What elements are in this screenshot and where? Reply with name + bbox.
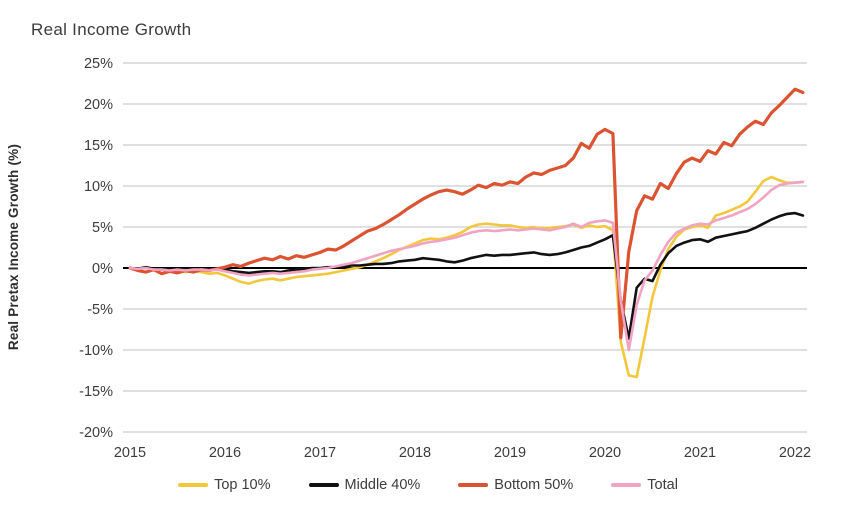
x-tick-label: 2017 [304,445,336,461]
legend: Top 10% Middle 40% Bottom 50% Total [0,477,856,493]
series-line-middle-40 [128,211,805,340]
y-tick-label: 25% [84,56,113,72]
legend-swatch-total [611,483,642,487]
y-tick-label: -5% [87,302,113,318]
y-tick-label: 15% [84,138,113,154]
legend-label-middle-40: Middle 40% [344,477,421,493]
legend-item-total: Total [611,477,678,493]
legend-label-top-10: Top 10% [214,477,271,493]
x-tick-label: 2022 [779,445,811,461]
x-tick-label: 2015 [114,445,146,461]
y-tick-label: -20% [79,425,113,441]
legend-swatch-middle-40 [308,483,339,487]
y-tick-label: 20% [84,97,113,113]
x-tick-label: 2020 [589,445,621,461]
y-axis-title: Real Pretax Income Growth (%) [6,143,21,351]
y-tick-label: 0% [92,261,113,277]
legend-swatch-top-10 [178,483,209,487]
chart-title: Real Income Growth [31,20,192,39]
x-tick-label: 2018 [399,445,431,461]
y-tick-label: -15% [79,384,113,400]
line-chart-plot: 25% 20% 15% 10% 5% 0% -5% -10% -15% -20%2015 2016 2… [79,56,811,461]
legend-item-middle-40: Middle 40% [308,477,421,493]
series-line-total [128,180,805,352]
x-tick-label: 2016 [209,445,241,461]
legend-item-top-10: Top 10% [178,477,271,493]
x-tick-label: 2019 [494,445,526,461]
series-line-bottom-50 [128,87,805,340]
legend-item-bottom-50: Bottom 50% [458,477,573,493]
x-tick-label: 2021 [684,445,716,461]
legend-label-total: Total [647,477,678,493]
y-tick-label: 5% [92,220,113,236]
y-tick-label: 10% [84,179,113,195]
legend-label-bottom-50: Bottom 50% [494,477,574,493]
y-tick-label: -10% [79,343,113,359]
series-line-top-10 [128,175,805,379]
legend-swatch-bottom-50 [458,483,489,487]
